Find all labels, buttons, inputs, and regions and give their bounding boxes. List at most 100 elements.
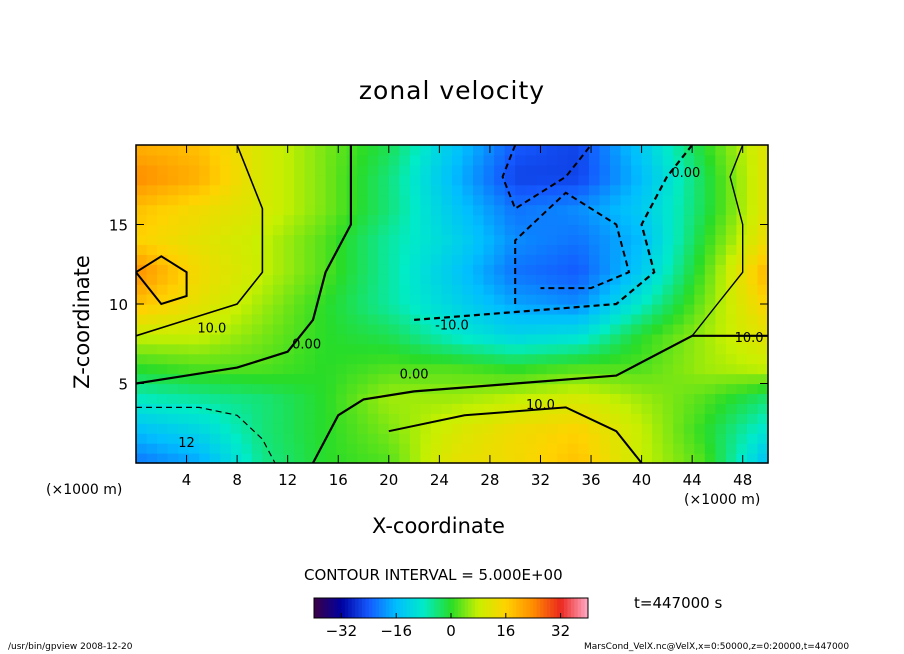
heatmap-cell bbox=[325, 194, 337, 206]
heatmap-cell bbox=[588, 443, 601, 454]
heatmap-cell bbox=[546, 274, 558, 285]
heatmap-cell bbox=[462, 164, 474, 176]
heatmap-cell bbox=[283, 234, 295, 245]
heatmap-cell bbox=[673, 373, 685, 385]
heatmap-cell bbox=[694, 164, 706, 176]
heatmap-cell bbox=[430, 323, 443, 335]
heatmap-cell bbox=[420, 204, 432, 216]
heatmap-cell bbox=[599, 274, 611, 285]
heatmap-cell bbox=[188, 204, 200, 216]
heatmap-cell bbox=[631, 343, 643, 355]
heatmap-cell bbox=[230, 214, 242, 226]
heatmap-cell bbox=[441, 443, 453, 454]
heatmap-cell bbox=[241, 224, 253, 236]
colorbar-swatch bbox=[557, 598, 561, 618]
heatmap-cell bbox=[473, 353, 485, 365]
heatmap-cell bbox=[209, 453, 221, 464]
heatmap-cell bbox=[652, 363, 664, 375]
heatmap-cell bbox=[620, 294, 632, 305]
heatmap-cell bbox=[283, 403, 295, 414]
heatmap-cell bbox=[525, 304, 537, 315]
heatmap-cell bbox=[736, 413, 748, 424]
heatmap-cell bbox=[409, 443, 421, 454]
heatmap-cell bbox=[694, 333, 706, 345]
heatmap-cell bbox=[462, 304, 474, 315]
heatmap-cell bbox=[673, 323, 685, 335]
heatmap-cell bbox=[725, 284, 737, 295]
heatmap-cell bbox=[262, 393, 274, 404]
heatmap-cell bbox=[704, 433, 716, 444]
heatmap-cell bbox=[504, 383, 516, 395]
colorbar-swatch bbox=[420, 598, 424, 618]
heatmap-cell bbox=[367, 244, 379, 255]
heatmap-cell bbox=[652, 234, 664, 245]
heatmap-cell bbox=[546, 204, 558, 216]
heatmap-cell bbox=[357, 323, 369, 335]
heatmap-cell bbox=[546, 244, 558, 255]
heatmap-cell bbox=[588, 313, 601, 325]
heatmap-cell bbox=[557, 353, 569, 365]
heatmap-cell bbox=[483, 453, 495, 464]
heatmap-cell bbox=[504, 453, 516, 464]
heatmap-cell bbox=[757, 224, 769, 236]
heatmap-cell bbox=[430, 264, 443, 275]
heatmap-cell bbox=[473, 174, 485, 186]
heatmap-cell bbox=[199, 294, 211, 305]
heatmap-cell bbox=[483, 393, 495, 404]
heatmap-cell bbox=[283, 304, 295, 315]
heatmap-cell bbox=[357, 343, 369, 355]
heatmap-cell bbox=[283, 214, 295, 226]
x-tick-label: 24 bbox=[430, 471, 449, 489]
heatmap-cell bbox=[262, 224, 274, 236]
heatmap-cell bbox=[473, 145, 485, 156]
heatmap-cell bbox=[209, 333, 221, 345]
heatmap-cell bbox=[188, 383, 200, 395]
heatmap-cell bbox=[588, 403, 601, 414]
heatmap-cell bbox=[452, 443, 464, 454]
x-tick-label: 12 bbox=[278, 471, 297, 489]
heatmap-cell bbox=[715, 214, 727, 226]
heatmap-cell bbox=[378, 423, 390, 434]
heatmap-cell bbox=[146, 363, 158, 375]
heatmap-cell bbox=[325, 274, 337, 285]
heatmap-cell bbox=[209, 244, 221, 255]
heatmap-cell bbox=[525, 254, 537, 265]
heatmap-cell bbox=[652, 244, 664, 255]
heatmap-cell bbox=[746, 145, 759, 156]
heatmap-cell bbox=[736, 353, 748, 365]
heatmap-cell bbox=[525, 413, 537, 424]
heatmap-cell bbox=[420, 145, 432, 156]
heatmap-cell bbox=[504, 284, 516, 295]
heatmap-cell bbox=[441, 154, 453, 166]
heatmap-cell bbox=[441, 145, 453, 156]
heatmap-cell bbox=[473, 194, 485, 206]
heatmap-cell bbox=[462, 244, 474, 255]
heatmap-cell bbox=[272, 254, 285, 265]
heatmap-cell bbox=[220, 343, 232, 355]
heatmap-cell bbox=[304, 234, 316, 245]
heatmap-cell bbox=[452, 234, 464, 245]
heatmap-cell bbox=[694, 264, 706, 275]
heatmap-cell bbox=[515, 333, 527, 345]
heatmap-cell bbox=[157, 343, 169, 355]
heatmap-cell bbox=[336, 443, 348, 454]
heatmap-cell bbox=[241, 214, 253, 226]
heatmap-cell bbox=[483, 333, 495, 345]
heatmap-cell bbox=[272, 264, 285, 275]
heatmap-cell bbox=[452, 323, 464, 335]
heatmap-cell bbox=[673, 353, 685, 365]
heatmap-cell bbox=[652, 343, 664, 355]
heatmap-cell bbox=[230, 393, 242, 404]
heatmap-cell bbox=[220, 313, 232, 325]
heatmap-cell bbox=[610, 453, 622, 464]
heatmap-cell bbox=[167, 194, 179, 206]
heatmap-cell bbox=[283, 194, 295, 206]
heatmap-cell bbox=[188, 304, 200, 315]
heatmap-cell bbox=[430, 423, 443, 434]
heatmap-cell bbox=[546, 363, 558, 375]
heatmap-cell bbox=[230, 443, 242, 454]
heatmap-cell bbox=[610, 393, 622, 404]
heatmap-cell bbox=[272, 333, 285, 345]
heatmap-cell bbox=[262, 184, 274, 196]
heatmap-cell bbox=[652, 204, 664, 216]
